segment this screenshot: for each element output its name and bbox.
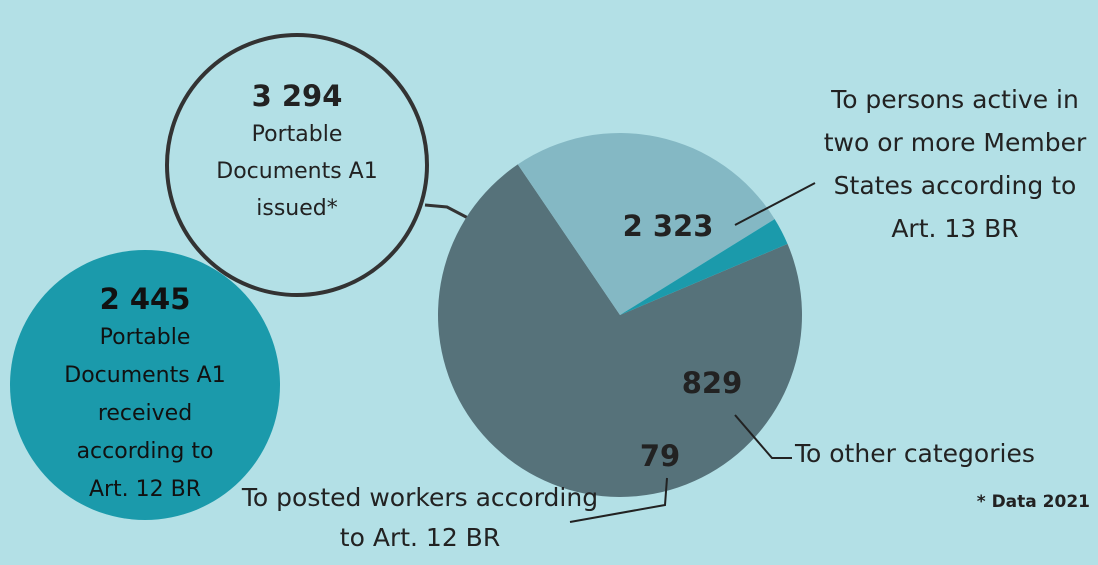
category-label: To posted workers according to Art. 12 B… (241, 483, 599, 552)
received-value: 2 445 (99, 282, 191, 316)
footnote: * Data 2021 (976, 492, 1090, 512)
pie-slice (620, 219, 788, 315)
issued-text: Portable Documents A1 issued* (216, 122, 378, 221)
value-label: 79 (640, 439, 680, 473)
connector (424, 203, 469, 220)
issued-box: 3 294 Portable Documents A1 issued* (197, 76, 397, 227)
value-label: 2 323 (623, 209, 714, 243)
pie-slice (438, 164, 802, 497)
value-label: 829 (682, 366, 743, 400)
pie (438, 132, 802, 497)
leader-line (569, 477, 668, 523)
issued-value: 3 294 (251, 79, 343, 113)
category-label: To persons active in two or more Member … (823, 85, 1087, 243)
received-circle (10, 250, 280, 520)
received-box: 2 445 Portable Documents A1 received acc… (45, 279, 245, 509)
issued-circle (165, 33, 429, 297)
category-label: To other categories (795, 439, 1035, 468)
leader-line (734, 414, 792, 459)
received-text: Portable Documents A1 received according… (64, 325, 226, 502)
pie-slice (517, 132, 775, 315)
leader-line (734, 182, 816, 226)
